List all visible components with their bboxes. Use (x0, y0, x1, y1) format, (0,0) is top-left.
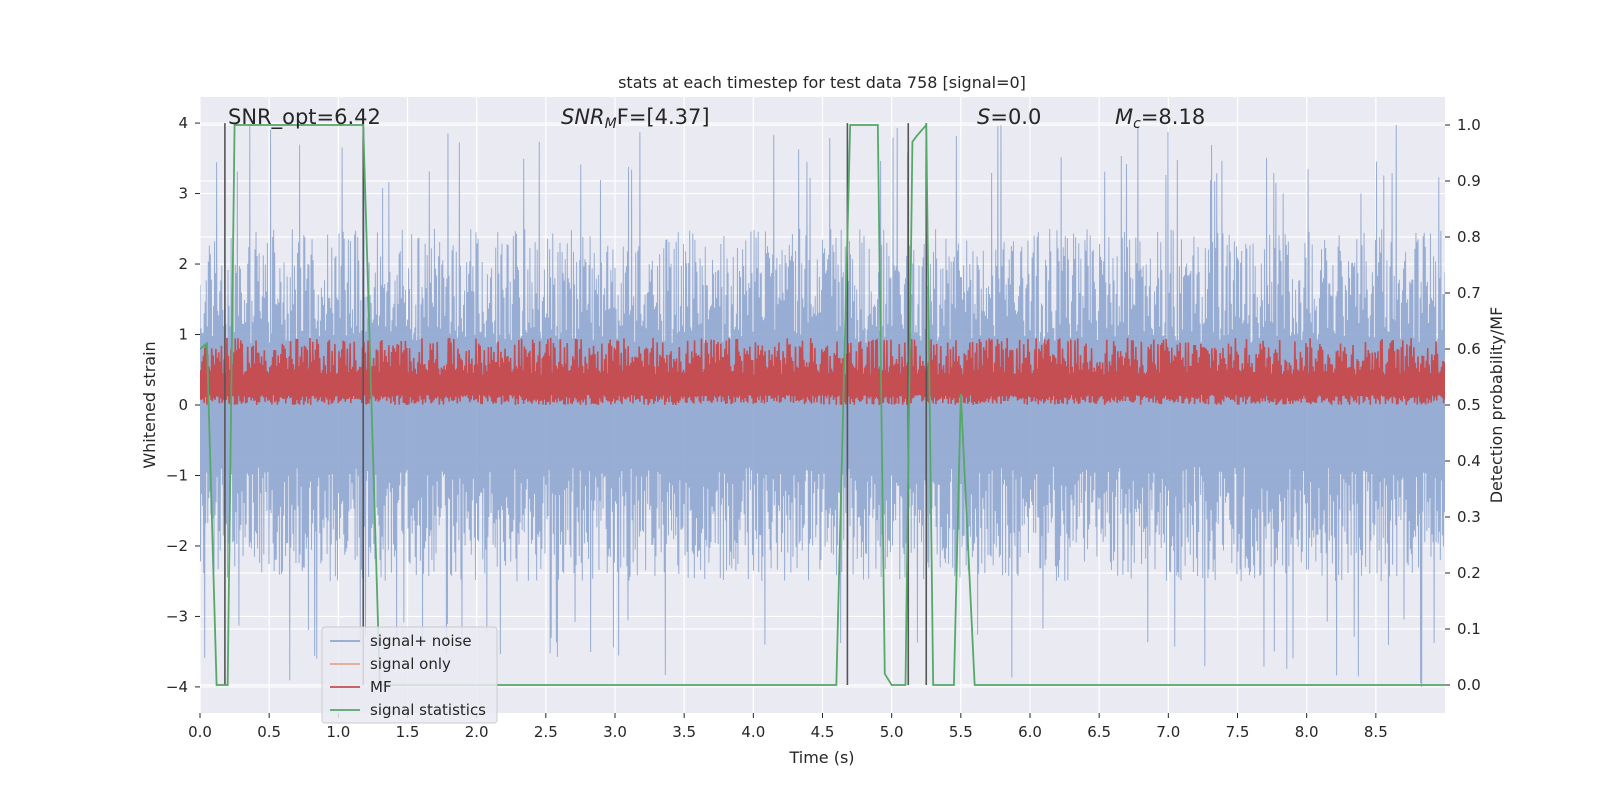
x-tick-label: 0.5 (257, 723, 281, 741)
annotation-mc: Mc=8.18 (1115, 105, 1205, 132)
annotation-snr-opt: SNR_opt=6.42 (228, 105, 381, 130)
left-y-axis-ticks: −4 −3 −2 −1 0 1 2 3 4 (166, 114, 200, 696)
chart-title: stats at each timestep for test data 758… (618, 73, 1026, 92)
right-y-tick-label: 0.7 (1457, 284, 1481, 302)
left-y-axis-label: Whitened strain (140, 341, 159, 468)
right-y-tick-label: 1.0 (1457, 116, 1481, 134)
legend-label-signal-statistics: signal statistics (370, 701, 486, 719)
legend-label-mf: MF (370, 678, 392, 696)
left-y-tick-label: 4 (178, 114, 188, 132)
left-y-tick-label: 0 (178, 396, 188, 414)
x-tick-label: 3.5 (672, 723, 696, 741)
x-tick-label: 4.0 (741, 723, 765, 741)
left-y-tick-label: 2 (178, 255, 188, 273)
x-tick-label: 2.5 (534, 723, 558, 741)
series-mf (200, 337, 1445, 406)
x-tick-label: 0.0 (188, 723, 212, 741)
x-tick-label: 6.5 (1087, 723, 1111, 741)
legend: signal+ noise signal only MF signal stat… (321, 626, 498, 724)
x-tick-label: 6.0 (1018, 723, 1042, 741)
x-tick-label: 1.5 (396, 723, 420, 741)
legend-label-signal-plus-noise: signal+ noise (370, 632, 472, 650)
x-tick-label: 5.0 (880, 723, 904, 741)
right-y-tick-label: 0.2 (1457, 564, 1481, 582)
right-y-tick-label: 0.5 (1457, 396, 1481, 414)
right-y-tick-label: 0.3 (1457, 508, 1481, 526)
x-tick-label: 3.0 (603, 723, 627, 741)
legend-box (321, 626, 498, 724)
left-y-tick-label: 3 (178, 185, 188, 203)
right-y-tick-label: 0.1 (1457, 620, 1481, 638)
right-y-tick-label: 0.6 (1457, 340, 1481, 358)
legend-label-signal-only: signal only (370, 655, 451, 673)
annotation-snr-mf: SNRMF=[4.37] (561, 105, 710, 132)
right-y-axis-label: Detection probability/MF (1487, 307, 1506, 504)
x-axis-label: Time (s) (788, 748, 854, 767)
x-tick-label: 7.5 (1226, 723, 1250, 741)
left-y-tick-label: 1 (178, 326, 188, 344)
series-signal-statistics (200, 122, 1445, 686)
right-y-tick-label: 0.8 (1457, 228, 1481, 246)
x-tick-label: 2.0 (465, 723, 489, 741)
x-tick-label: 8.0 (1295, 723, 1319, 741)
annotation-s: S=0.0 (977, 105, 1041, 129)
right-y-tick-label: 0.4 (1457, 452, 1481, 470)
left-y-tick-label: −1 (166, 466, 188, 484)
right-y-tick-label: 0.0 (1457, 676, 1481, 694)
left-y-tick-label: −2 (166, 537, 188, 555)
x-axis-ticks: 0.0 0.5 1.0 1.5 2.0 2.5 3.0 3.5 4.0 4.5 5.0 5.5 6.0 6… (188, 713, 1388, 741)
series-signal-plus-noise (200, 123, 1445, 687)
right-y-axis-ticks: 0.0 0.1 0.2 0.3 0.4 0.5 0.6 0.7 0.8 0.9 1.0 (1445, 116, 1481, 694)
x-tick-label: 7.0 (1156, 723, 1180, 741)
x-tick-label: 8.5 (1364, 723, 1388, 741)
x-tick-label: 5.5 (949, 723, 973, 741)
x-tick-label: 1.0 (326, 723, 350, 741)
left-y-tick-label: −3 (166, 607, 188, 625)
right-y-tick-label: 0.9 (1457, 172, 1481, 190)
left-y-tick-label: −4 (166, 678, 188, 696)
x-tick-label: 4.5 (811, 723, 835, 741)
